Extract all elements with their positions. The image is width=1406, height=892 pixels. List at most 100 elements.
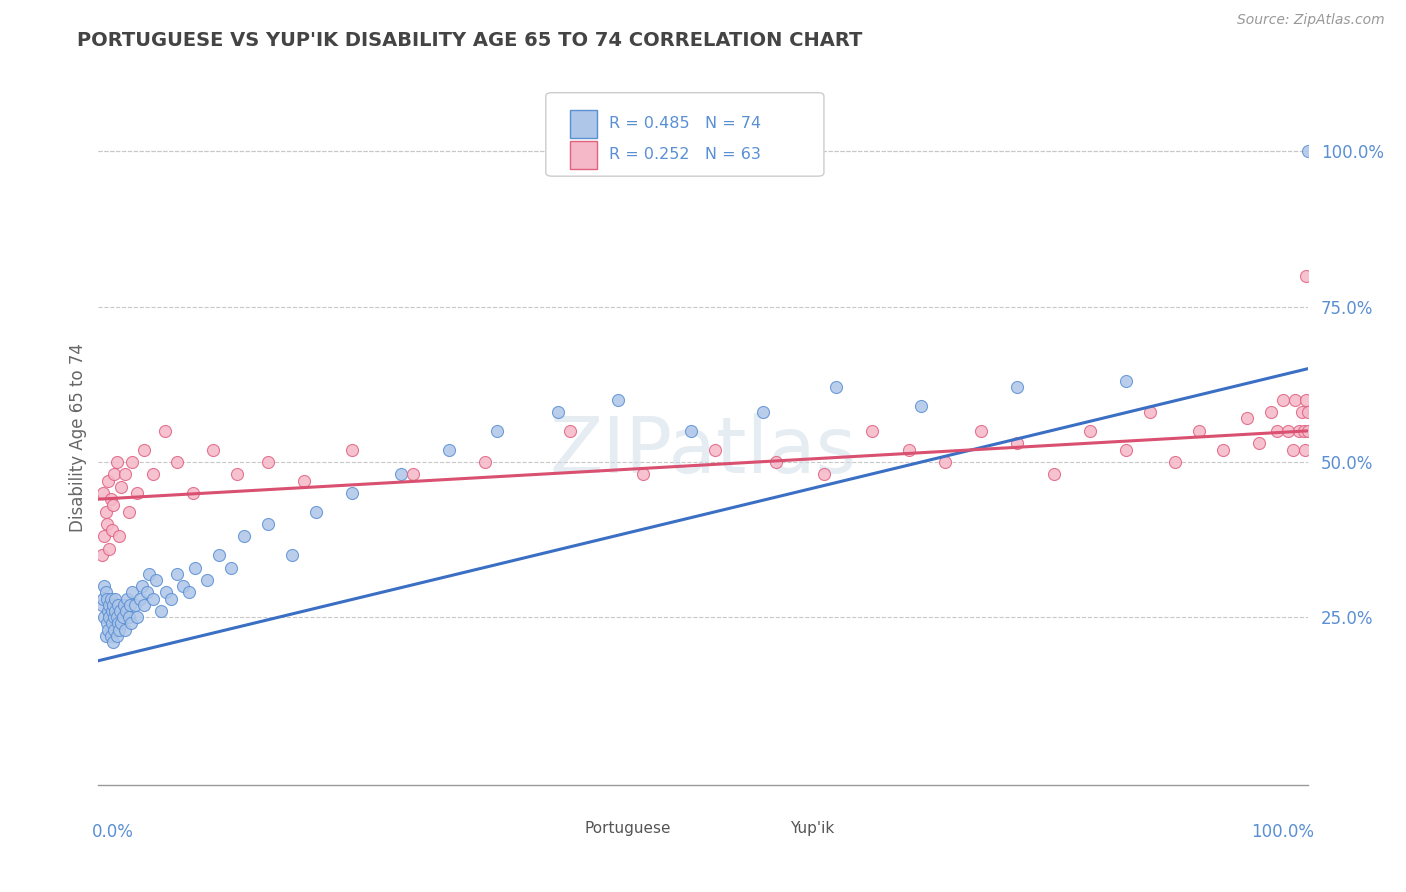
Point [93, 579, 115, 593]
Point [120, 616, 142, 631]
Point [181, 486, 204, 500]
Text: PORTUGUESE VS YUP'IK DISABILITY AGE 65 TO 74 CORRELATION CHART: PORTUGUESE VS YUP'IK DISABILITY AGE 65 T… [77, 31, 863, 50]
Point [1007, 436, 1029, 450]
Point [104, 591, 127, 606]
Point [100, 591, 122, 606]
Point [1139, 405, 1161, 419]
Point [1296, 145, 1319, 159]
Point [114, 467, 136, 482]
Point [256, 516, 278, 531]
Point [558, 424, 581, 438]
Point [98, 598, 121, 612]
Point [437, 442, 460, 457]
Point [389, 467, 412, 482]
Point [105, 610, 128, 624]
Point [118, 598, 141, 612]
Point [1277, 424, 1299, 438]
Point [607, 392, 630, 407]
Point [1236, 411, 1258, 425]
Point [208, 548, 231, 562]
Point [910, 399, 932, 413]
Text: Yup'ik: Yup'ik [790, 822, 834, 837]
Point [631, 467, 654, 482]
Point [93, 610, 115, 624]
Text: ZIPatlas: ZIPatlas [550, 413, 856, 489]
FancyBboxPatch shape [546, 93, 824, 177]
Point [486, 424, 509, 438]
Point [402, 467, 425, 482]
Point [94, 505, 117, 519]
Point [1295, 392, 1317, 407]
Point [232, 529, 254, 543]
Point [342, 442, 364, 457]
Point [860, 424, 883, 438]
Point [115, 604, 138, 618]
Point [897, 442, 920, 457]
Point [1296, 424, 1319, 438]
Point [679, 424, 702, 438]
Text: 0.0%: 0.0% [93, 823, 134, 841]
Point [202, 442, 225, 457]
Point [127, 486, 149, 500]
Point [96, 591, 118, 606]
Point [94, 629, 117, 643]
Point [547, 405, 569, 419]
Point [1296, 405, 1319, 419]
Point [1115, 442, 1137, 457]
Point [121, 455, 143, 469]
Point [97, 604, 120, 618]
Point [145, 573, 167, 587]
Point [127, 610, 149, 624]
Point [934, 455, 956, 469]
Point [94, 585, 117, 599]
Point [281, 548, 304, 562]
Point [103, 623, 125, 637]
Point [121, 585, 143, 599]
Point [111, 610, 134, 624]
Point [195, 573, 218, 587]
Point [1163, 455, 1185, 469]
Point [97, 474, 120, 488]
Point [104, 604, 127, 618]
Text: R = 0.485   N = 74: R = 0.485 N = 74 [609, 117, 761, 131]
Point [172, 579, 194, 593]
Point [105, 629, 128, 643]
Point [704, 442, 727, 457]
Point [1042, 467, 1064, 482]
Point [100, 492, 122, 507]
Point [1284, 392, 1306, 407]
Point [108, 529, 131, 543]
Text: R = 0.252   N = 63: R = 0.252 N = 63 [609, 147, 761, 162]
Point [108, 623, 131, 637]
Point [110, 480, 132, 494]
Point [1078, 424, 1101, 438]
Point [1292, 424, 1315, 438]
Point [110, 616, 132, 631]
Point [124, 598, 146, 612]
Y-axis label: Disability Age 65 to 74: Disability Age 65 to 74 [69, 343, 87, 532]
Point [970, 424, 993, 438]
Point [752, 405, 775, 419]
Point [256, 455, 278, 469]
Point [138, 566, 160, 581]
Point [114, 623, 136, 637]
Point [107, 598, 129, 612]
Point [108, 604, 131, 618]
Point [142, 591, 165, 606]
FancyBboxPatch shape [751, 826, 778, 846]
Point [131, 579, 153, 593]
Point [103, 610, 125, 624]
Text: Portuguese: Portuguese [585, 822, 671, 837]
Point [100, 629, 122, 643]
FancyBboxPatch shape [569, 141, 596, 169]
Point [1212, 442, 1234, 457]
Point [134, 442, 156, 457]
Point [1267, 424, 1289, 438]
Point [150, 604, 173, 618]
Point [118, 610, 141, 624]
Point [91, 598, 114, 612]
Point [1115, 374, 1137, 388]
Point [107, 616, 129, 631]
Point [1295, 268, 1317, 283]
Point [101, 499, 124, 513]
